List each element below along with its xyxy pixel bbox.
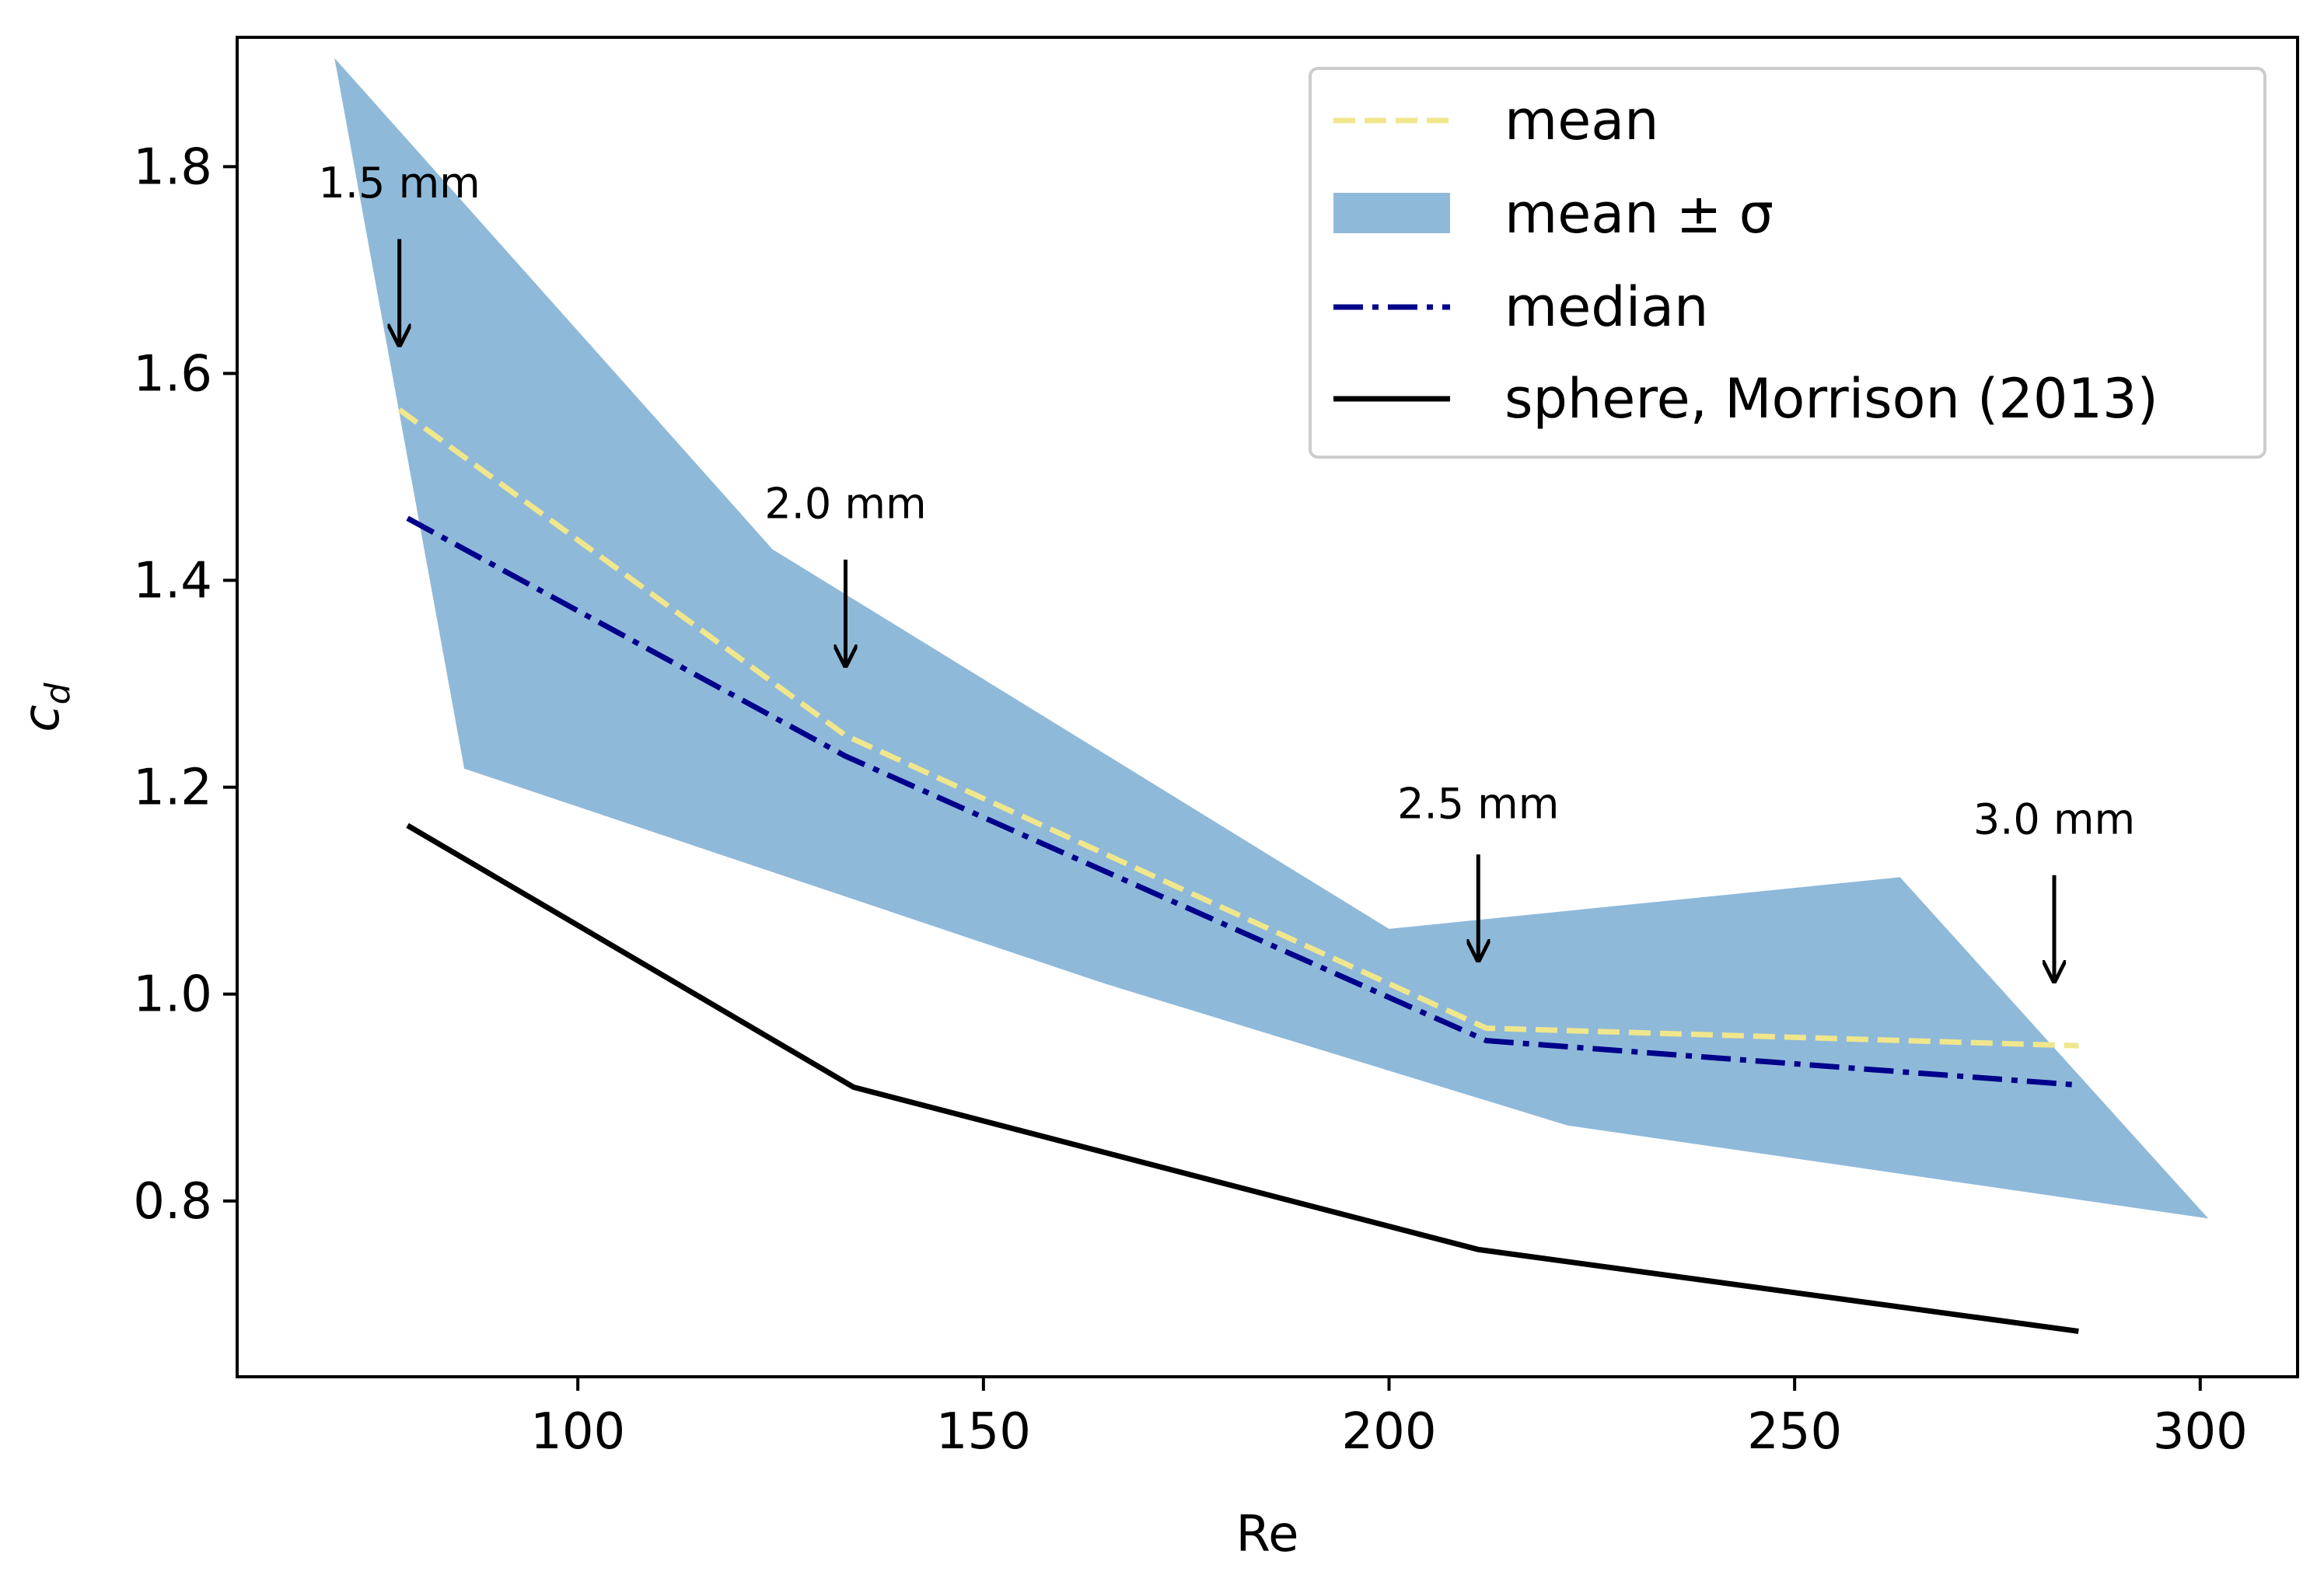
y-axis-title: cd — [13, 682, 78, 732]
y-tick-label: 1.4 — [133, 553, 212, 610]
y-tick-label: 1.0 — [133, 966, 212, 1024]
y-axis-title-base: c — [13, 704, 71, 732]
series-line-sphere — [406, 822, 2079, 1334]
annotation-layer: 1.5 mm 2.0 mm 2.5 mm 3.0 mm — [319, 159, 2135, 979]
legend-label-median: median — [1504, 275, 1708, 339]
legend-label-mean: mean — [1504, 89, 1659, 152]
annotation-label: 2.5 mm — [1397, 780, 1559, 829]
legend-label-band: mean ± σ — [1504, 182, 1774, 246]
y-tick-label: 1.8 — [133, 138, 212, 196]
x-tick-label: 100 — [530, 1403, 625, 1461]
series-line-median — [406, 515, 2079, 1088]
band-mean-pm-sigma — [334, 58, 2209, 1219]
y-tick-label: 0.8 — [133, 1173, 212, 1231]
annotation-label: 1.5 mm — [319, 159, 481, 208]
legend-label-sphere: sphere, Morrison (2013) — [1504, 367, 2158, 431]
x-axis: 100 150 200 250 300 — [530, 1377, 2248, 1461]
x-axis-title: Re — [1236, 1506, 1299, 1563]
y-axis-title-subscript: d — [38, 682, 78, 704]
band-layer — [334, 58, 2209, 1219]
x-tick-label: 250 — [1747, 1403, 1842, 1461]
y-tick-label: 1.2 — [133, 760, 212, 817]
series-line-mean — [397, 407, 2079, 1049]
legend-swatch-band — [1333, 193, 1450, 233]
plot-frame — [236, 36, 2299, 1378]
series-layer — [397, 407, 2079, 1334]
annotation-label: 2.0 mm — [764, 480, 926, 529]
annotation-label: 3.0 mm — [1973, 794, 2135, 843]
legend: mean mean ± σ median sphere, Morrison (2… — [1309, 67, 2266, 459]
y-tick-label: 1.6 — [133, 345, 212, 403]
y-axis: 0.8 1.0 1.2 1.4 1.6 1.8 — [133, 138, 237, 1231]
x-tick-label: 200 — [1341, 1403, 1436, 1461]
x-tick-label: 150 — [936, 1403, 1031, 1461]
x-tick-label: 300 — [2153, 1403, 2248, 1461]
legend-frame — [1309, 67, 2266, 459]
